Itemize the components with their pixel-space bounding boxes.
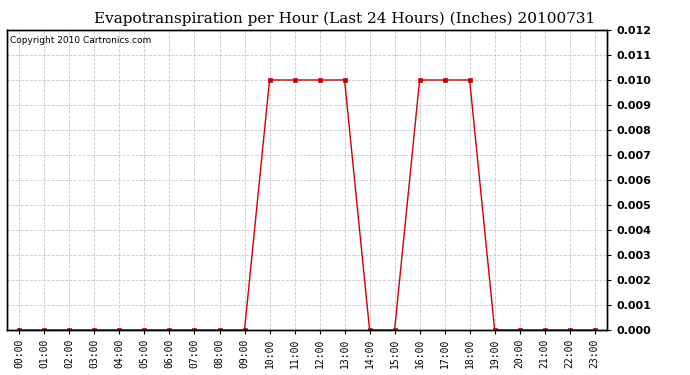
Text: Copyright 2010 Cartronics.com: Copyright 2010 Cartronics.com — [10, 36, 151, 45]
Text: Evapotranspiration per Hour (Last 24 Hours) (Inches) 20100731: Evapotranspiration per Hour (Last 24 Hou… — [95, 11, 595, 26]
